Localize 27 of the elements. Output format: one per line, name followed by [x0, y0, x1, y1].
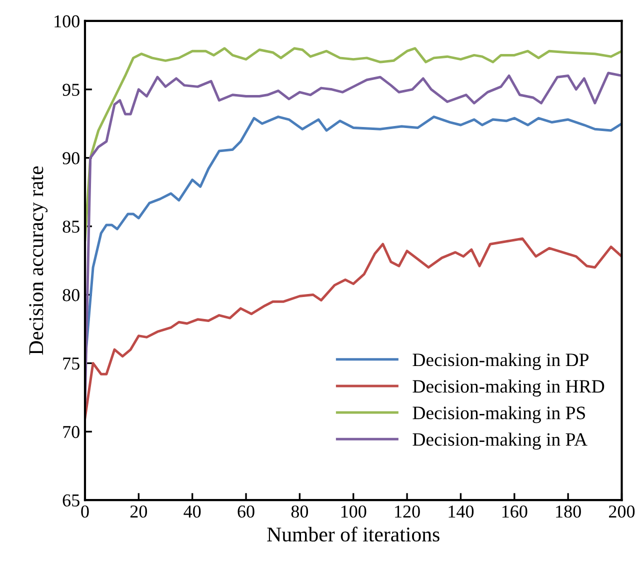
y-tick-label: 70	[63, 426, 80, 438]
y-tick-label: 95	[62, 84, 80, 96]
y-tick-label: 65	[62, 494, 80, 507]
x-tick-label: 140	[448, 505, 474, 518]
line-series	[84, 47, 622, 242]
x-tick-label: 40	[184, 505, 201, 518]
x-tick-label: 120	[395, 505, 420, 518]
y-tick-label: 85	[62, 220, 80, 233]
x-axis-title: Number of iterations	[267, 526, 440, 542]
y-tick-label: 75	[63, 358, 80, 370]
y-tick-label: 90	[62, 152, 80, 164]
x-tick-label: 80	[291, 505, 308, 518]
y-tick-label: 100	[54, 15, 80, 28]
legend-label: Decision-making in PA	[412, 432, 588, 450]
y-axis-title: Decision accuracy rate	[29, 166, 48, 355]
line-series	[84, 72, 622, 406]
x-tick-label: 100	[341, 505, 366, 518]
x-tick-label: 60	[238, 505, 254, 518]
legend-label: Decision-making in PS	[412, 406, 585, 424]
x-tick-label: 180	[556, 505, 581, 518]
legend-label: Decision-making in HRD	[412, 380, 604, 397]
x-tick-label: 160	[502, 505, 528, 518]
y-tick-label: 80	[62, 289, 80, 302]
legend-label: Decision-making in DP	[412, 352, 588, 370]
x-tick-label: 200	[609, 505, 635, 518]
x-tick-label: 20	[130, 505, 147, 518]
x-tick-label: 0	[81, 505, 89, 518]
